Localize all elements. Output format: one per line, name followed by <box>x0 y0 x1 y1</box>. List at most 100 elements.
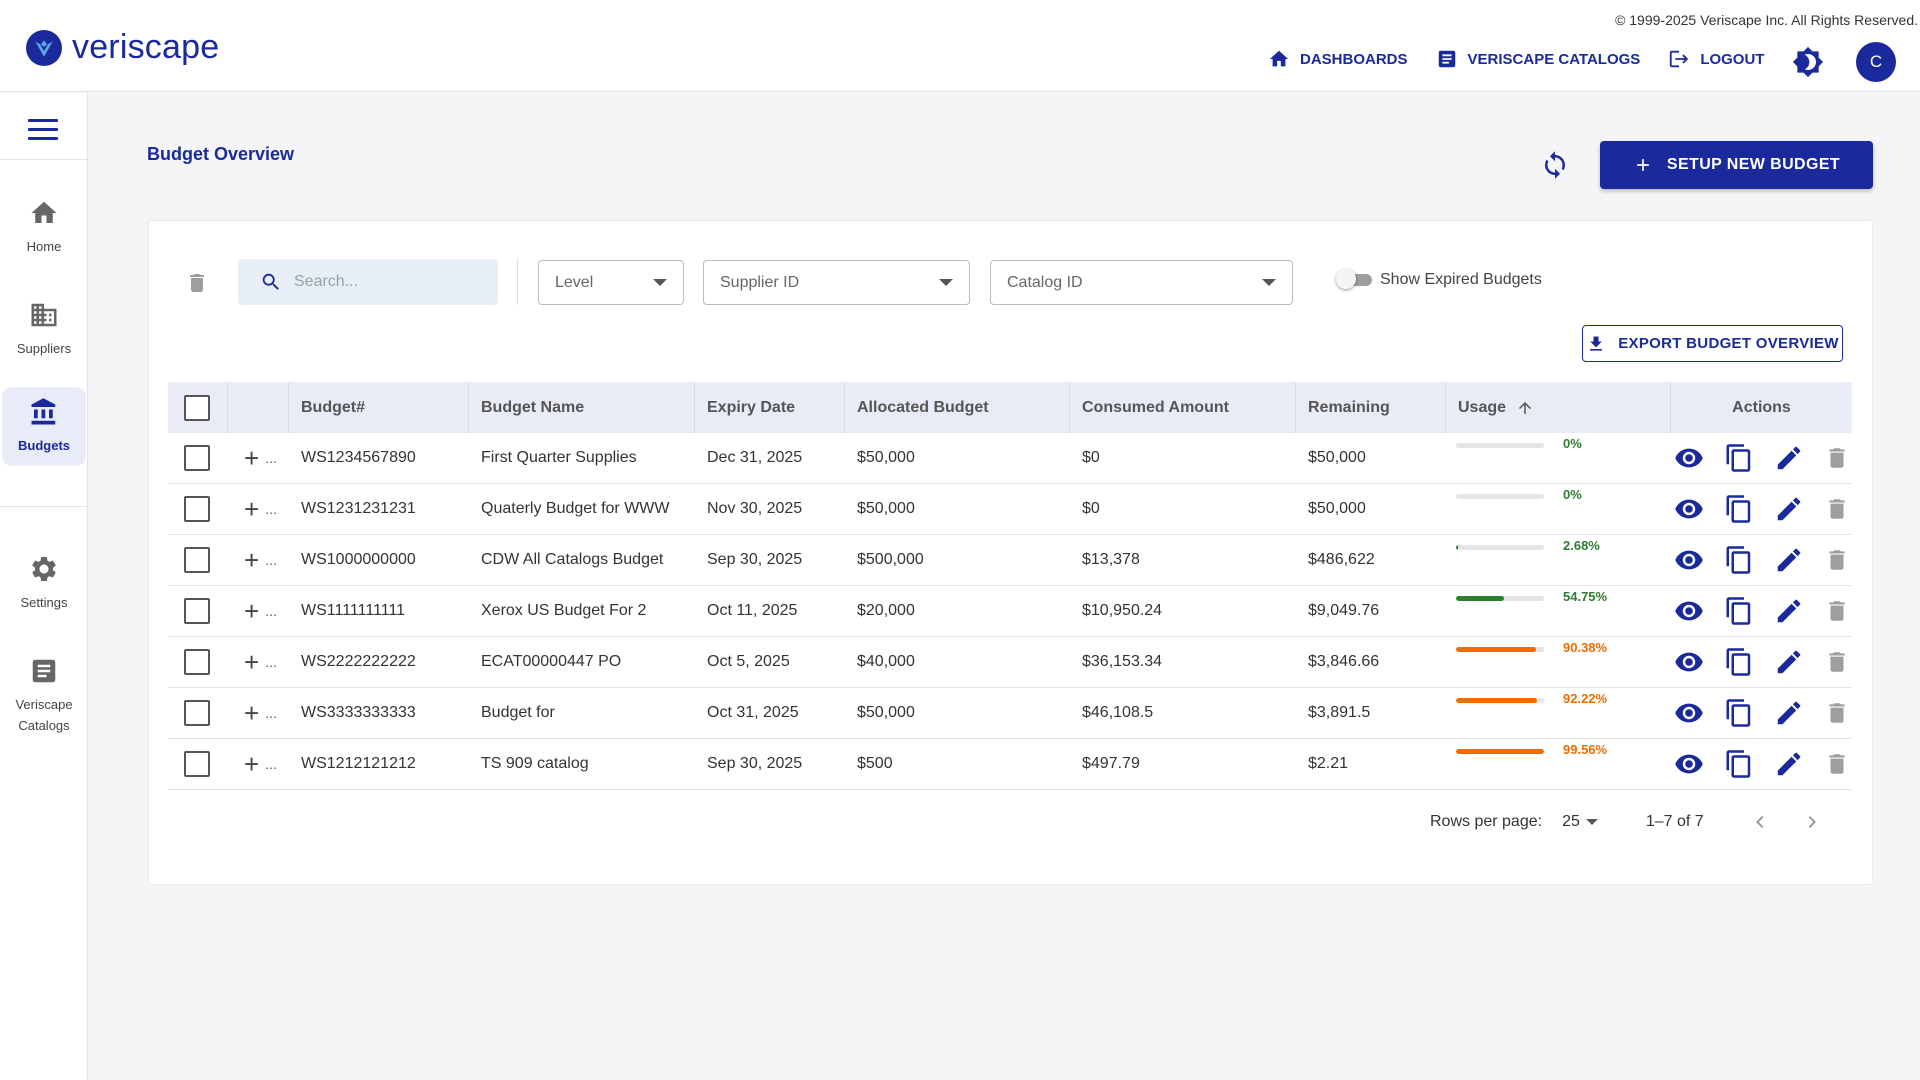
header-remaining[interactable]: Remaining <box>1296 382 1446 433</box>
edit-pencil-icon[interactable] <box>1774 596 1804 626</box>
more-icon[interactable]: ... <box>265 501 277 517</box>
nav-logout[interactable]: LOGOUT <box>1668 48 1764 70</box>
header-budget-name[interactable]: Budget Name <box>469 382 695 433</box>
row-checkbox[interactable] <box>184 598 210 624</box>
setup-new-budget-button[interactable]: SETUP NEW BUDGET <box>1600 141 1873 189</box>
row-checkbox[interactable] <box>184 496 210 522</box>
more-icon[interactable]: ... <box>265 603 277 619</box>
menu-icon[interactable] <box>28 119 58 143</box>
view-eye-icon[interactable] <box>1674 749 1704 779</box>
row-checkbox[interactable] <box>184 751 210 777</box>
catalog-id-select[interactable]: Catalog ID <box>990 260 1293 305</box>
delete-trash-icon[interactable] <box>1824 700 1850 726</box>
search-input[interactable] <box>294 273 484 291</box>
copy-icon[interactable] <box>1724 647 1754 677</box>
row-checkbox-cell <box>168 535 228 585</box>
expand-row-icon[interactable]: + <box>244 647 260 677</box>
expand-row-icon[interactable]: + <box>244 698 260 728</box>
row-checkbox[interactable] <box>184 700 210 726</box>
view-eye-icon[interactable] <box>1674 596 1704 626</box>
level-select[interactable]: Level <box>538 260 684 305</box>
delete-trash-icon[interactable] <box>1824 598 1850 624</box>
expand-row-icon[interactable]: + <box>244 545 260 575</box>
header-consumed-amount[interactable]: Consumed Amount <box>1070 382 1296 433</box>
copy-icon[interactable] <box>1724 545 1754 575</box>
more-icon[interactable]: ... <box>265 705 277 721</box>
sidebar-item-veriscape-catalogs[interactable]: Veriscape Catalogs <box>2 646 86 746</box>
view-eye-icon[interactable] <box>1674 494 1704 524</box>
table-body: + ... WS1234567890 First Quarter Supplie… <box>168 433 1852 790</box>
copy-icon[interactable] <box>1724 698 1754 728</box>
delete-trash-icon[interactable] <box>1824 496 1850 522</box>
table-row: + ... WS2222222222 ECAT00000447 PO Oct 5… <box>168 637 1852 688</box>
expand-row-icon[interactable]: + <box>244 494 260 524</box>
user-avatar[interactable]: C <box>1856 42 1896 82</box>
edit-pencil-icon[interactable] <box>1774 647 1804 677</box>
row-expand-cell: + ... <box>228 688 289 738</box>
row-checkbox[interactable] <box>184 547 210 573</box>
nav-veriscape-catalogs[interactable]: VERISCAPE CATALOGS <box>1436 48 1640 70</box>
header-budget-number[interactable]: Budget# <box>289 382 469 433</box>
more-icon[interactable]: ... <box>265 654 277 670</box>
usage-percent: 0% <box>1563 435 1582 451</box>
table-header-row: Budget# Budget Name Expiry Date Allocate… <box>168 382 1852 433</box>
delete-trash-icon[interactable] <box>1824 547 1850 573</box>
budget-name: ECAT00000447 PO <box>481 653 622 670</box>
copy-icon[interactable] <box>1724 596 1754 626</box>
delete-trash-icon[interactable] <box>1824 649 1850 675</box>
refresh-icon[interactable] <box>1540 150 1570 180</box>
usage-percent: 2.68% <box>1563 537 1600 553</box>
sidebar-item-settings[interactable]: Settings <box>2 544 86 623</box>
row-checkbox[interactable] <box>184 649 210 675</box>
sidebar-item-suppliers[interactable]: Suppliers <box>2 290 86 369</box>
export-budget-overview-button[interactable]: EXPORT BUDGET OVERVIEW <box>1582 325 1843 362</box>
view-eye-icon[interactable] <box>1674 443 1704 473</box>
previous-page-button[interactable] <box>1748 810 1772 834</box>
header-allocated-budget[interactable]: Allocated Budget <box>845 382 1070 433</box>
sidebar-item-label: Budgets <box>18 438 70 453</box>
header-expiry-date[interactable]: Expiry Date <box>695 382 845 433</box>
allocated-budget: $40,000 <box>857 653 915 670</box>
show-expired-toggle[interactable] <box>1336 269 1372 289</box>
nav-dashboards[interactable]: DASHBOARDS <box>1268 48 1408 70</box>
delete-trash-icon[interactable] <box>1824 751 1850 777</box>
expand-row-icon[interactable]: + <box>244 749 260 779</box>
theme-toggle-icon[interactable] <box>1792 46 1824 78</box>
sidebar-item-budgets[interactable]: Budgets <box>2 387 86 466</box>
table-row: + ... WS1000000000 CDW All Catalogs Budg… <box>168 535 1852 586</box>
expand-row-icon[interactable]: + <box>244 443 260 473</box>
copy-icon[interactable] <box>1724 749 1754 779</box>
view-eye-icon[interactable] <box>1674 647 1704 677</box>
page-title: Budget Overview <box>147 144 295 164</box>
brand-logo[interactable]: veriscape <box>26 28 219 67</box>
more-icon[interactable]: ... <box>265 756 277 772</box>
select-all-checkbox[interactable] <box>184 394 210 421</box>
edit-pencil-icon[interactable] <box>1774 494 1804 524</box>
next-page-button[interactable] <box>1800 810 1824 834</box>
view-eye-icon[interactable] <box>1674 698 1704 728</box>
delete-trash-icon[interactable] <box>1824 445 1850 471</box>
rows-per-page-select[interactable]: 25 <box>1562 813 1598 831</box>
expiry-date: Dec 31, 2025 <box>707 449 803 466</box>
header-usage[interactable]: Usage <box>1446 382 1671 433</box>
pagination: Rows per page: 25 1–7 of 7 <box>1430 810 1852 834</box>
usage-progress-track <box>1456 748 1544 754</box>
expand-row-icon[interactable]: + <box>244 596 260 626</box>
catalog-icon <box>32 659 56 683</box>
edit-pencil-icon[interactable] <box>1774 749 1804 779</box>
view-eye-icon[interactable] <box>1674 545 1704 575</box>
supplier-id-select[interactable]: Supplier ID <box>703 260 970 305</box>
bulk-delete-icon[interactable] <box>185 269 209 297</box>
edit-pencil-icon[interactable] <box>1774 443 1804 473</box>
more-icon[interactable]: ... <box>265 450 277 466</box>
sort-arrow-up-icon[interactable] <box>1516 399 1534 417</box>
copy-icon[interactable] <box>1724 443 1754 473</box>
sidebar-item-home[interactable]: Home <box>2 188 86 267</box>
edit-pencil-icon[interactable] <box>1774 545 1804 575</box>
copy-icon[interactable] <box>1724 494 1754 524</box>
nav-logout-label: LOGOUT <box>1700 50 1765 68</box>
edit-pencil-icon[interactable] <box>1774 698 1804 728</box>
show-expired-label: Show Expired Budgets <box>1380 271 1542 288</box>
row-checkbox[interactable] <box>184 445 210 471</box>
more-icon[interactable]: ... <box>265 552 277 568</box>
